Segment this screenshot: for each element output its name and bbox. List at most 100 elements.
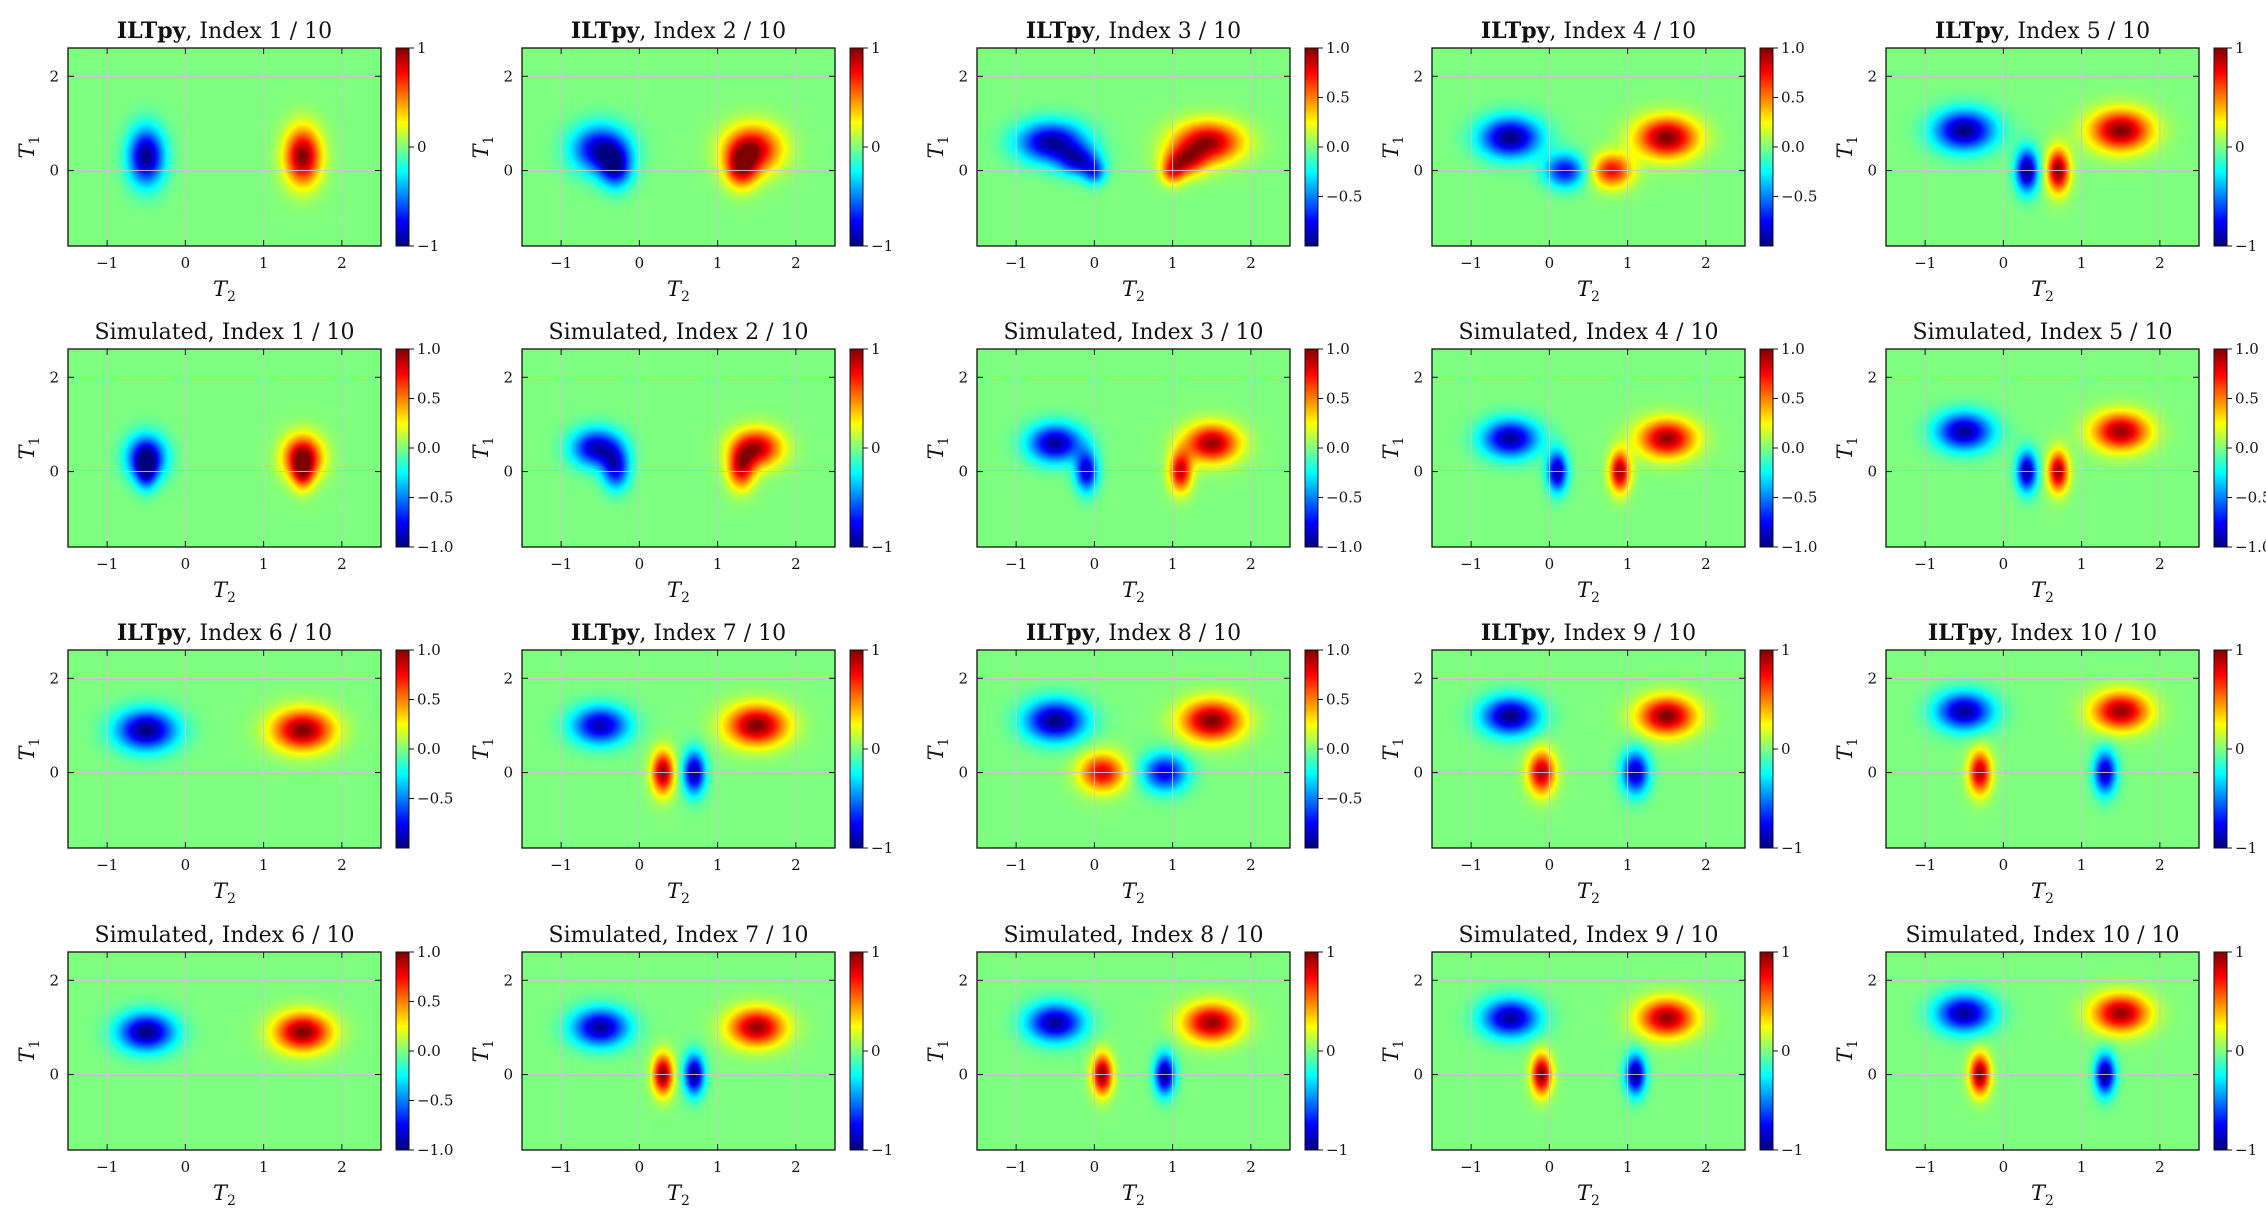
colorbar-tick-label: 0 <box>2235 1042 2245 1060</box>
x-tick-label: 1 <box>1623 856 1633 874</box>
axes-frame <box>1885 649 2200 849</box>
x-tick-label: −1 <box>96 555 118 573</box>
colorbar <box>2213 951 2228 1151</box>
x-tick-label: 2 <box>1701 254 1711 272</box>
panel-title-text: , Index 9 / 10 <box>1549 621 1696 646</box>
y-tick-label: 0 <box>1867 162 1877 180</box>
colorbar <box>2213 649 2228 849</box>
x-axis-label-subscript: 2 <box>681 891 690 907</box>
colorbar-tick-label: 1.0 <box>417 641 441 659</box>
panel-title: Simulated, Index 6 / 10 <box>95 923 355 948</box>
colorbar-tick-label: 1 <box>871 641 881 659</box>
x-tick-label: 2 <box>791 1158 801 1176</box>
colorbar-tick-label: 1.0 <box>1326 39 1350 57</box>
x-tick-label: 2 <box>1246 254 1256 272</box>
x-tick-label: −1 <box>1914 856 1936 874</box>
x-tick-label: 1 <box>1168 856 1178 874</box>
colorbar-tick-label: −1.0 <box>1326 538 1362 556</box>
x-axis-label-subscript: 2 <box>1136 289 1145 305</box>
colorbar-tick-label: 1 <box>871 340 881 358</box>
heatmap-image <box>977 650 1290 848</box>
panel-title: ILTpy, Index 4 / 10 <box>1481 18 1696 44</box>
y-axis-label-subscript: 1 <box>1845 738 1861 747</box>
panel-title: ILTpy, Index 6 / 10 <box>117 620 332 646</box>
heatmap-image <box>1886 349 2199 547</box>
x-tick-label: −1 <box>1005 555 1027 573</box>
colorbar-tick-label: 1 <box>1781 943 1791 961</box>
y-tick-label: 2 <box>1867 67 1877 85</box>
colorbar-tick-label: 0.0 <box>417 439 441 457</box>
colorbar-tick-label: 0.5 <box>1326 89 1350 107</box>
x-tick-label: 0 <box>1090 856 1100 874</box>
x-tick-label: 1 <box>259 856 269 874</box>
panel-title-bold: ILTpy <box>1928 620 1998 646</box>
x-tick-label: 1 <box>713 555 723 573</box>
colorbar-tick-label: 0.0 <box>417 740 441 758</box>
colorbar <box>849 951 864 1151</box>
colorbar-tick-label: 0 <box>871 740 881 758</box>
colorbar-tick-label: 0.5 <box>1781 89 1805 107</box>
colorbar-tick-label: −1 <box>1781 839 1803 857</box>
heatmap-image <box>68 349 381 547</box>
y-axis-label-subscript: 1 <box>27 738 43 747</box>
y-tick-label: 2 <box>958 669 968 687</box>
x-tick-label: 0 <box>1999 254 2009 272</box>
x-axis-label-subscript: 2 <box>681 1193 690 1209</box>
y-tick-label: 2 <box>503 67 513 85</box>
x-tick-label: 1 <box>2077 856 2087 874</box>
heatmap-image <box>1432 952 1745 1150</box>
x-tick-label: 0 <box>1999 856 2009 874</box>
colorbar <box>2213 348 2228 548</box>
colorbar-tick-label: 0.0 <box>1781 439 1805 457</box>
panel-title: ILTpy, Index 5 / 10 <box>1935 18 2150 44</box>
y-tick-label: 2 <box>1413 368 1423 386</box>
colorbar <box>2213 47 2228 247</box>
panel-title: ILTpy, Index 10 / 10 <box>1928 620 2157 646</box>
axes-frame <box>67 47 382 247</box>
colorbar <box>1759 951 1774 1151</box>
x-tick-label: 2 <box>1701 1158 1711 1176</box>
panel-title: Simulated, Index 8 / 10 <box>1004 923 1264 948</box>
colorbar <box>849 348 864 548</box>
panel-title: ILTpy, Index 3 / 10 <box>1026 18 1241 44</box>
colorbar <box>395 47 410 247</box>
panel-title-text: , Index 7 / 10 <box>639 621 786 646</box>
panel-title-text: , Index 8 / 10 <box>1094 621 1241 646</box>
x-tick-label: 2 <box>2155 254 2165 272</box>
panel-title: Simulated, Index 1 / 10 <box>95 320 355 345</box>
colorbar-tick-label: −1 <box>1326 1141 1348 1159</box>
panel-title: Simulated, Index 4 / 10 <box>1459 320 1719 345</box>
y-tick-label: 0 <box>49 1066 59 1084</box>
heatmap-image <box>522 48 835 246</box>
panel-title-bold: ILTpy <box>571 620 641 646</box>
colorbar-tick-label: 0.0 <box>417 1042 441 1060</box>
x-tick-label: 2 <box>1246 856 1256 874</box>
colorbar-tick-label: −1 <box>2235 1141 2257 1159</box>
colorbar-tick-label: 0.0 <box>1326 740 1350 758</box>
x-axis-label-subscript: 2 <box>1136 1193 1145 1209</box>
axes-frame <box>976 649 1291 849</box>
x-tick-label: −1 <box>1460 1158 1482 1176</box>
y-tick-label: 2 <box>1413 669 1423 687</box>
y-tick-label: 2 <box>49 368 59 386</box>
panel-title-bold: ILTpy <box>1481 18 1551 44</box>
y-tick-label: 0 <box>503 463 513 481</box>
x-tick-label: 1 <box>259 555 269 573</box>
x-tick-label: 2 <box>791 254 801 272</box>
colorbar-tick-label: 0 <box>871 439 881 457</box>
colorbar-tick-label: −1 <box>1781 1141 1803 1159</box>
colorbar-tick-label: 1 <box>2235 641 2245 659</box>
x-tick-label: 0 <box>1545 1158 1555 1176</box>
x-tick-label: 2 <box>337 1158 347 1176</box>
x-tick-label: −1 <box>550 555 572 573</box>
colorbar-tick-label: 1 <box>871 39 881 57</box>
x-tick-label: −1 <box>1460 254 1482 272</box>
colorbar-tick-label: 0 <box>2235 740 2245 758</box>
y-tick-label: 2 <box>1413 971 1423 989</box>
y-axis-label-subscript: 1 <box>1845 437 1861 446</box>
heatmap-image <box>1886 650 2199 848</box>
x-tick-label: 0 <box>181 254 191 272</box>
y-axis-label-subscript: 1 <box>27 437 43 446</box>
